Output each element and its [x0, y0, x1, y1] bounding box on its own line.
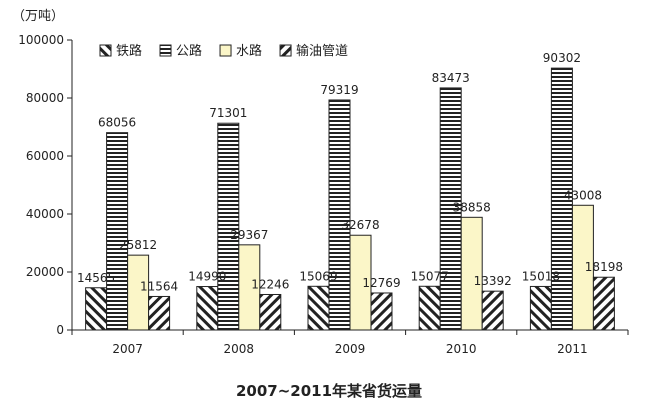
bars-group — [85, 67, 615, 331]
bar-solid-yellow — [460, 216, 483, 331]
data-label: 71301 — [209, 106, 247, 120]
bar-diagonal-back — [529, 285, 552, 331]
bar-solid-yellow — [349, 234, 372, 331]
data-label: 13392 — [474, 274, 512, 288]
data-label: 15069 — [299, 269, 337, 283]
bar-horizontal — [550, 67, 573, 331]
x-axis: 2007 2008 2009 2010 2011 — [71, 329, 629, 356]
data-label: 12769 — [362, 276, 400, 290]
legend-label: 输油管道 — [296, 43, 348, 59]
data-labels-group: 14565 68056 25812 11564 14990 71301 29367 12246… — [77, 51, 623, 293]
y-tick-label: 100000 — [18, 33, 64, 47]
x-tick-label: 2009 — [335, 342, 366, 356]
y-axis: 0 20000 40000 60000 80000 100000 — [18, 33, 73, 337]
data-label: 14565 — [77, 271, 115, 285]
bar-diagonal-forward — [370, 292, 393, 331]
data-label: 32678 — [341, 218, 379, 232]
legend: 铁路 公路 水路 输油管道 — [99, 43, 348, 59]
bar-diagonal-forward — [148, 295, 171, 331]
legend-swatch — [219, 44, 232, 57]
bar-horizontal — [328, 99, 351, 331]
bar-diagonal-back — [85, 287, 108, 331]
data-label: 14990 — [188, 270, 226, 284]
data-label: 25812 — [119, 238, 157, 252]
x-tick-label: 2008 — [224, 342, 255, 356]
bar-diagonal-forward — [481, 290, 504, 331]
data-label: 38858 — [453, 200, 491, 214]
data-label: 90302 — [543, 51, 581, 65]
bar-diagonal-back — [307, 285, 330, 331]
y-tick-label: 80000 — [26, 91, 64, 105]
bar-horizontal — [106, 132, 129, 331]
data-label: 15018 — [522, 269, 560, 283]
y-tick-label: 40000 — [26, 207, 64, 221]
bar-diagonal-back — [418, 285, 441, 331]
bar-diagonal-back — [196, 286, 219, 331]
legend-label: 铁路 — [116, 43, 142, 59]
data-label: 83473 — [432, 71, 470, 85]
bar-horizontal — [217, 122, 240, 331]
bar-solid-yellow — [238, 244, 261, 331]
y-axis-unit-label: （万吨） — [12, 9, 64, 24]
legend-swatch — [159, 44, 172, 57]
legend-swatch — [279, 44, 292, 57]
data-label: 29367 — [230, 228, 268, 242]
y-tick-label: 60000 — [26, 149, 64, 163]
chart-title: 2007~2011年某省货运量 — [236, 382, 422, 400]
y-tick-label: 0 — [56, 323, 64, 337]
bar-diagonal-forward — [259, 293, 282, 331]
data-label: 68056 — [98, 116, 136, 130]
bar-solid-yellow — [127, 254, 150, 331]
bar-solid-yellow — [571, 204, 594, 331]
data-label: 15077 — [411, 269, 449, 283]
data-label: 18198 — [585, 260, 623, 274]
bar-diagonal-forward — [592, 276, 615, 331]
data-label: 43008 — [564, 188, 602, 202]
data-label: 11564 — [140, 279, 178, 293]
legend-label: 水路 — [236, 43, 262, 59]
legend-label: 公路 — [176, 43, 202, 59]
x-tick-label: 2010 — [446, 342, 477, 356]
data-label: 79319 — [320, 83, 358, 97]
data-label: 12246 — [251, 277, 289, 291]
legend-swatch — [99, 44, 112, 57]
x-tick-label: 2011 — [557, 342, 588, 356]
y-tick-label: 20000 — [26, 265, 64, 279]
x-tick-label: 2007 — [112, 342, 143, 356]
bar-horizontal — [439, 87, 462, 331]
